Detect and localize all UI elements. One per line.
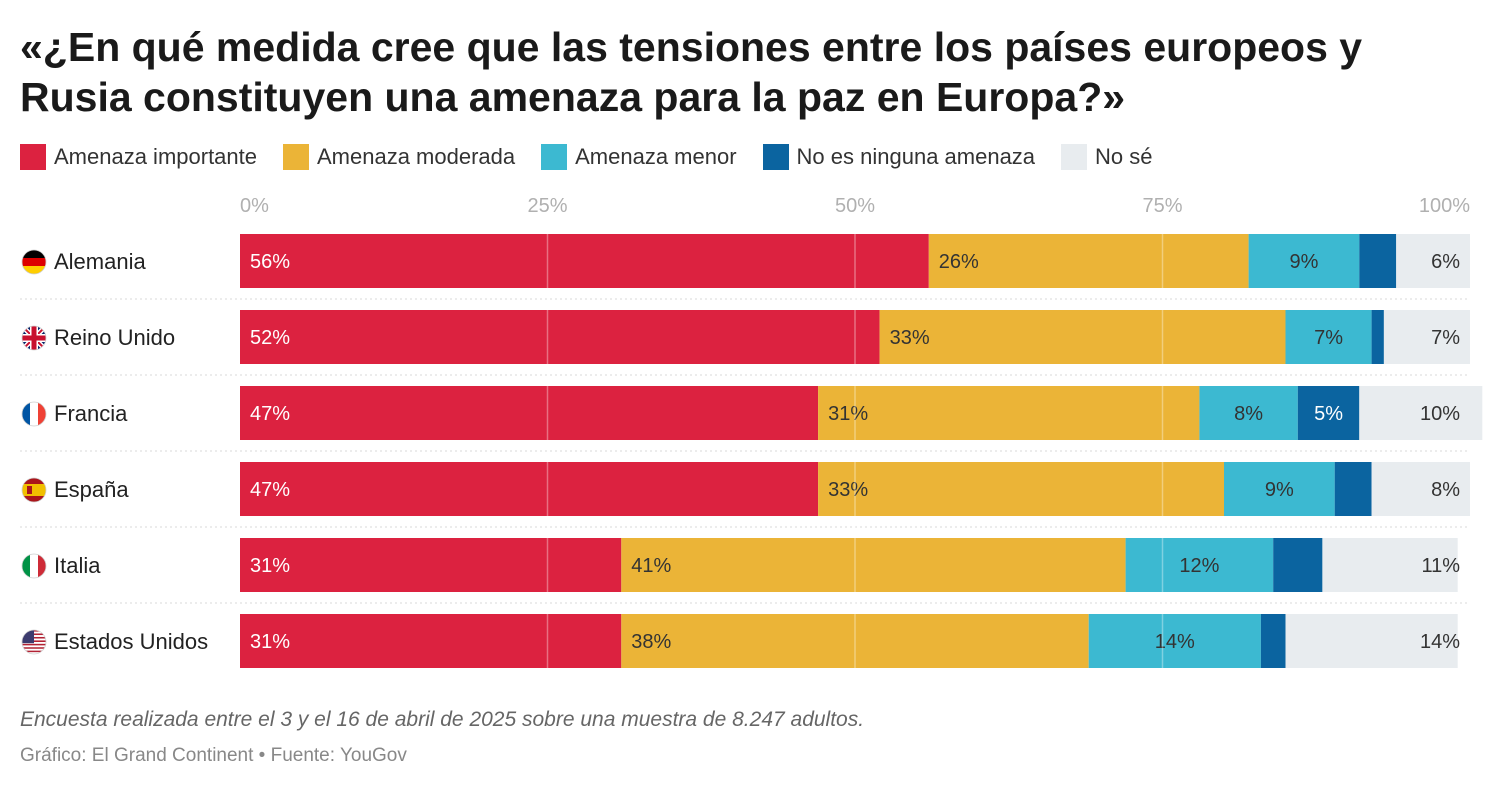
category-label: Estados Unidos [54,629,208,654]
bar-segment [1297,386,1360,440]
bar-segment [928,234,1249,288]
legend-item-amenaza-importante: Amenaza importante [20,144,257,170]
legend-label: Amenaza importante [54,144,257,169]
flag-spain-icon [21,477,47,503]
data-label: 6% [1431,251,1460,273]
legend-label: No es ninguna amenaza [796,144,1036,169]
data-label: 14% [1420,631,1460,653]
bar-segment [879,310,1286,364]
category-label: Reino Unido [54,325,175,350]
bar-segment [240,310,880,364]
bar-segment [1334,462,1372,516]
bar-segment [1383,310,1470,364]
legend-item-no-se: No sé [1061,144,1153,170]
data-label: 33% [890,327,930,349]
bar-segment [240,614,622,668]
source-credit: Gráfico: El Grand Continent • Fuente: Yo… [20,745,407,766]
data-label: 10% [1420,403,1460,425]
bar-segment [240,386,819,440]
bar-segment [240,538,622,592]
data-label: 52% [250,327,290,349]
x-tick-label: 100% [1419,195,1470,217]
bar-segment [240,462,819,516]
bar-segment [621,614,1089,668]
legend-swatch [20,144,46,170]
bar-segment [1359,386,1483,440]
legend: Amenaza importante Amenaza moderada Amen… [20,140,1179,174]
flag-france-icon [21,401,47,427]
x-tick-label: 25% [527,195,567,217]
flag-uk-icon [21,325,47,351]
legend-label: No sé [1095,144,1153,169]
data-label: 14% [1155,631,1195,653]
bar-segment [1285,614,1458,668]
data-label: 31% [250,555,290,577]
category-label: Francia [54,401,128,426]
data-label: 47% [250,479,290,501]
flag-usa-icon [21,629,47,655]
data-label: 9% [1265,479,1294,501]
survey-note: Encuesta realizada entre el 3 y el 16 de… [20,708,865,731]
bar-segment [621,538,1126,592]
bar-segment [1322,538,1458,592]
data-label: 33% [828,479,868,501]
data-label: 7% [1431,327,1460,349]
bar-segment [1088,614,1261,668]
legend-swatch [541,144,568,170]
legend-swatch [283,144,309,170]
bar-segment [818,462,1224,516]
bar-segment [818,386,1200,440]
category-label: España [54,477,129,502]
legend-label: Amenaza moderada [317,144,516,169]
data-label: 47% [250,403,290,425]
data-label: 8% [1234,403,1263,425]
data-label: 5% [1314,403,1343,425]
bar-segment [1199,386,1298,440]
chart-title: «¿En qué medida cree que las tensiones e… [20,24,1363,120]
bar-segment [1359,234,1397,288]
legend-swatch [762,144,789,170]
x-tick-label: 75% [1142,195,1182,217]
bar-segment [1248,234,1360,288]
bar-segment [1273,538,1323,592]
data-label: 12% [1179,555,1219,577]
data-label: 11% [1421,555,1460,577]
data-label: 38% [631,631,671,653]
data-label: 56% [250,251,290,273]
bar-segment [1224,462,1335,516]
data-label: 9% [1289,251,1318,273]
data-label: 8% [1431,479,1460,501]
legend-swatch [1061,144,1088,170]
data-label: 31% [250,631,290,653]
category-label: Alemania [54,249,146,274]
legend-item-amenaza-moderada: Amenaza moderada [283,144,515,170]
stacked-bar-chart: 0% 25% 50% 75% 100% Alemania 56% 26% 9% 6% Reino U… [20,195,1483,668]
flag-italy-icon [21,553,47,579]
bar-segment [1371,462,1470,516]
data-label: 31% [828,403,868,425]
legend-item-no-es-ninguna-amenaza: No es ninguna amenaza [762,144,1036,170]
x-tick-label: 50% [835,195,875,217]
legend-item-amenaza-menor: Amenaza menor [541,144,737,170]
bar-segment [240,234,929,288]
category-label: Italia [54,553,101,578]
legend-label: Amenaza menor [575,144,737,169]
bar-segment [1396,234,1470,288]
bar-segment [1260,614,1286,668]
bar-segment [1285,310,1372,364]
bar-segment [1371,310,1384,364]
flag-germany-icon [21,249,47,275]
data-label: 41% [631,555,671,577]
data-label: 7% [1314,327,1343,349]
bar-segment [1125,538,1274,592]
x-tick-label: 0% [240,195,269,217]
data-label: 26% [939,251,979,273]
